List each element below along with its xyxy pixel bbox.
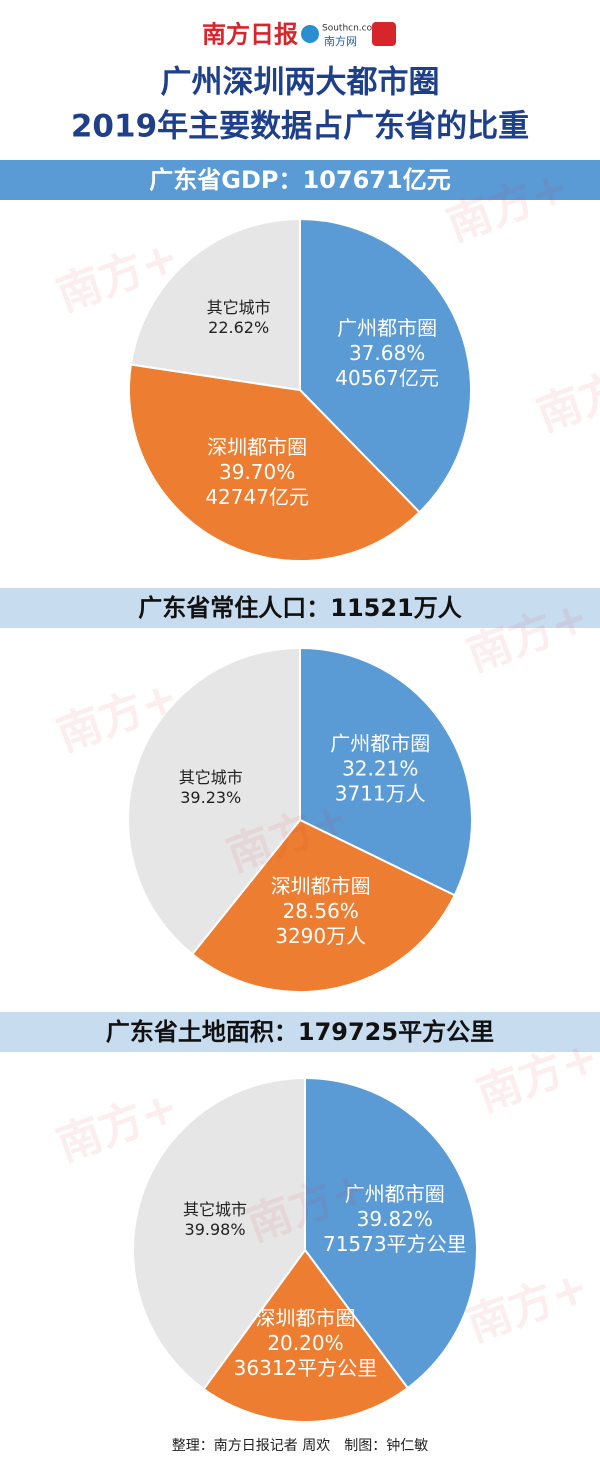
title-band [0,588,600,628]
chart-title: 广东省GDP：107671亿元 [149,166,450,194]
slice-label: 深圳都市圈 [255,1306,355,1330]
title-band [0,160,600,200]
pie-slice [304,1076,478,1390]
chart-title: 广东省土地面积：179725平方公里 [106,1018,494,1046]
watermark: 南方+ [530,351,600,442]
title-line: 广州深圳两大都市圈 [161,65,440,101]
amount-label: 42747亿元 [205,485,309,509]
pie-slice [299,646,473,897]
chart-title: 广东省常住人口：11521万人 [138,594,462,622]
slice-label: 深圳都市圈 [207,435,307,459]
amount-label: 40567亿元 [335,366,439,390]
footer: 整理：南方日报记者 周欢 制图：钟仁敏 [172,1437,428,1454]
value-label: 37.68% [349,341,425,365]
amount-label: 3290万人 [275,924,366,948]
pie-slice [299,217,472,514]
pie-slice [202,1248,410,1423]
value-label: 32.21% [342,756,418,780]
site-icon [301,25,319,43]
value-label: 39.98% [185,1220,246,1239]
pie-slice [132,1076,306,1391]
amount-label: 71573平方公里 [323,1232,467,1256]
slice-label: 广州都市圈 [330,731,430,755]
slice-label: 广州都市圈 [345,1182,445,1206]
slice-label: 广州都市圈 [337,316,437,340]
app-icon [372,22,396,46]
pie-slice [190,818,456,993]
slice-label: 其它城市 [207,298,271,317]
slice-label: 其它城市 [179,768,243,787]
logo: 南方日报 [202,20,298,49]
value-label: 39.70% [219,460,295,484]
watermark: 南方+ [460,1261,595,1352]
amount-label: 3711万人 [335,781,426,805]
title-line: 2019年主要数据占广东省的比重 [71,109,529,145]
slice-label: 其它城市 [183,1200,247,1219]
title-band [0,1012,600,1052]
pie-slice [129,217,301,392]
site: Southcn.com [322,24,381,34]
value-label: 20.20% [267,1331,343,1355]
value-label: 39.23% [180,788,241,807]
amount-label: 36312平方公里 [234,1356,378,1380]
site-name: 南方网 [324,34,357,48]
value-label: 28.56% [283,899,359,923]
slice-label: 深圳都市圈 [271,874,371,898]
value-label: 22.62% [208,318,269,337]
pie-slice [127,646,301,956]
pie-slice [128,363,421,562]
value-label: 39.82% [357,1207,433,1231]
